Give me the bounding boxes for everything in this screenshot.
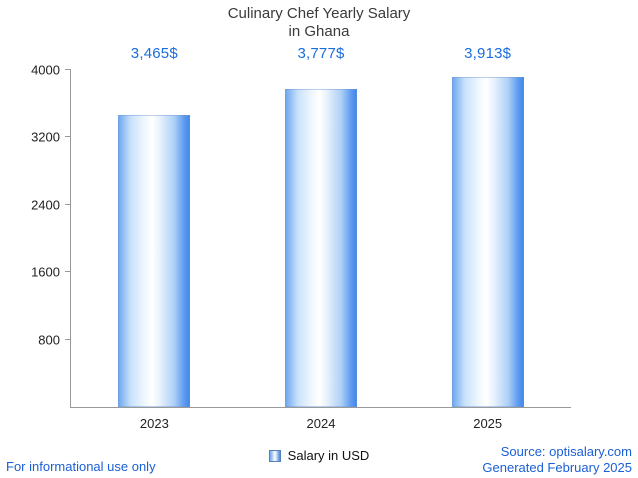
y-axis-tick-label: 2400: [31, 197, 60, 213]
y-axis-tick-mark: [65, 338, 71, 340]
bar: [451, 77, 524, 407]
plot-area: 3,465$ 3,777$ 3,913$ 800 1600 2400 3200 4000 2…: [31, 45, 571, 431]
bar-value-label: 3,777$: [297, 44, 345, 62]
x-axis-labels: 2023 2024 2025: [71, 407, 571, 431]
y-axis-tick-label: 4000: [31, 62, 60, 78]
chart-title-line1: Culinary Chef Yearly Salary: [227, 5, 411, 22]
source-block: Source: optisalary.com Generated Februar…: [482, 444, 632, 476]
x-axis-label: 2025: [473, 416, 503, 431]
chart-title: Culinary Chef Yearly Salary in Ghana: [0, 5, 638, 41]
bar-value-label: 3,913$: [464, 44, 512, 62]
y-axis-tick-label: 3200: [31, 129, 60, 145]
x-axis-label: 2023: [139, 416, 169, 431]
bars-row: [71, 70, 571, 407]
source-link[interactable]: Source: optisalary.com: [500, 444, 632, 459]
value-labels-row: 3,465$ 3,777$ 3,913$: [71, 43, 571, 63]
y-axis-tick-mark: [65, 136, 71, 138]
y-axis-tick-label: 800: [38, 332, 60, 348]
y-axis-tick-mark: [65, 203, 71, 205]
y-axis-tick-label: 1600: [31, 264, 60, 280]
y-axis-tick-mark: [65, 271, 71, 273]
disclaimer-text: For informational use only: [6, 459, 156, 474]
bar-value-label: 3,465$: [130, 44, 178, 62]
y-axis-tick-mark: [65, 69, 71, 70]
x-axis-label: 2024: [306, 416, 336, 431]
legend-label: Salary in USD: [287, 448, 370, 463]
bar: [118, 115, 191, 407]
legend: Salary in USD: [0, 448, 638, 463]
generated-date: Generated February 2025: [482, 460, 632, 475]
chart-title-line2: in Ghana: [288, 23, 350, 40]
legend-marker-icon: [268, 449, 281, 462]
bar: [285, 88, 357, 407]
